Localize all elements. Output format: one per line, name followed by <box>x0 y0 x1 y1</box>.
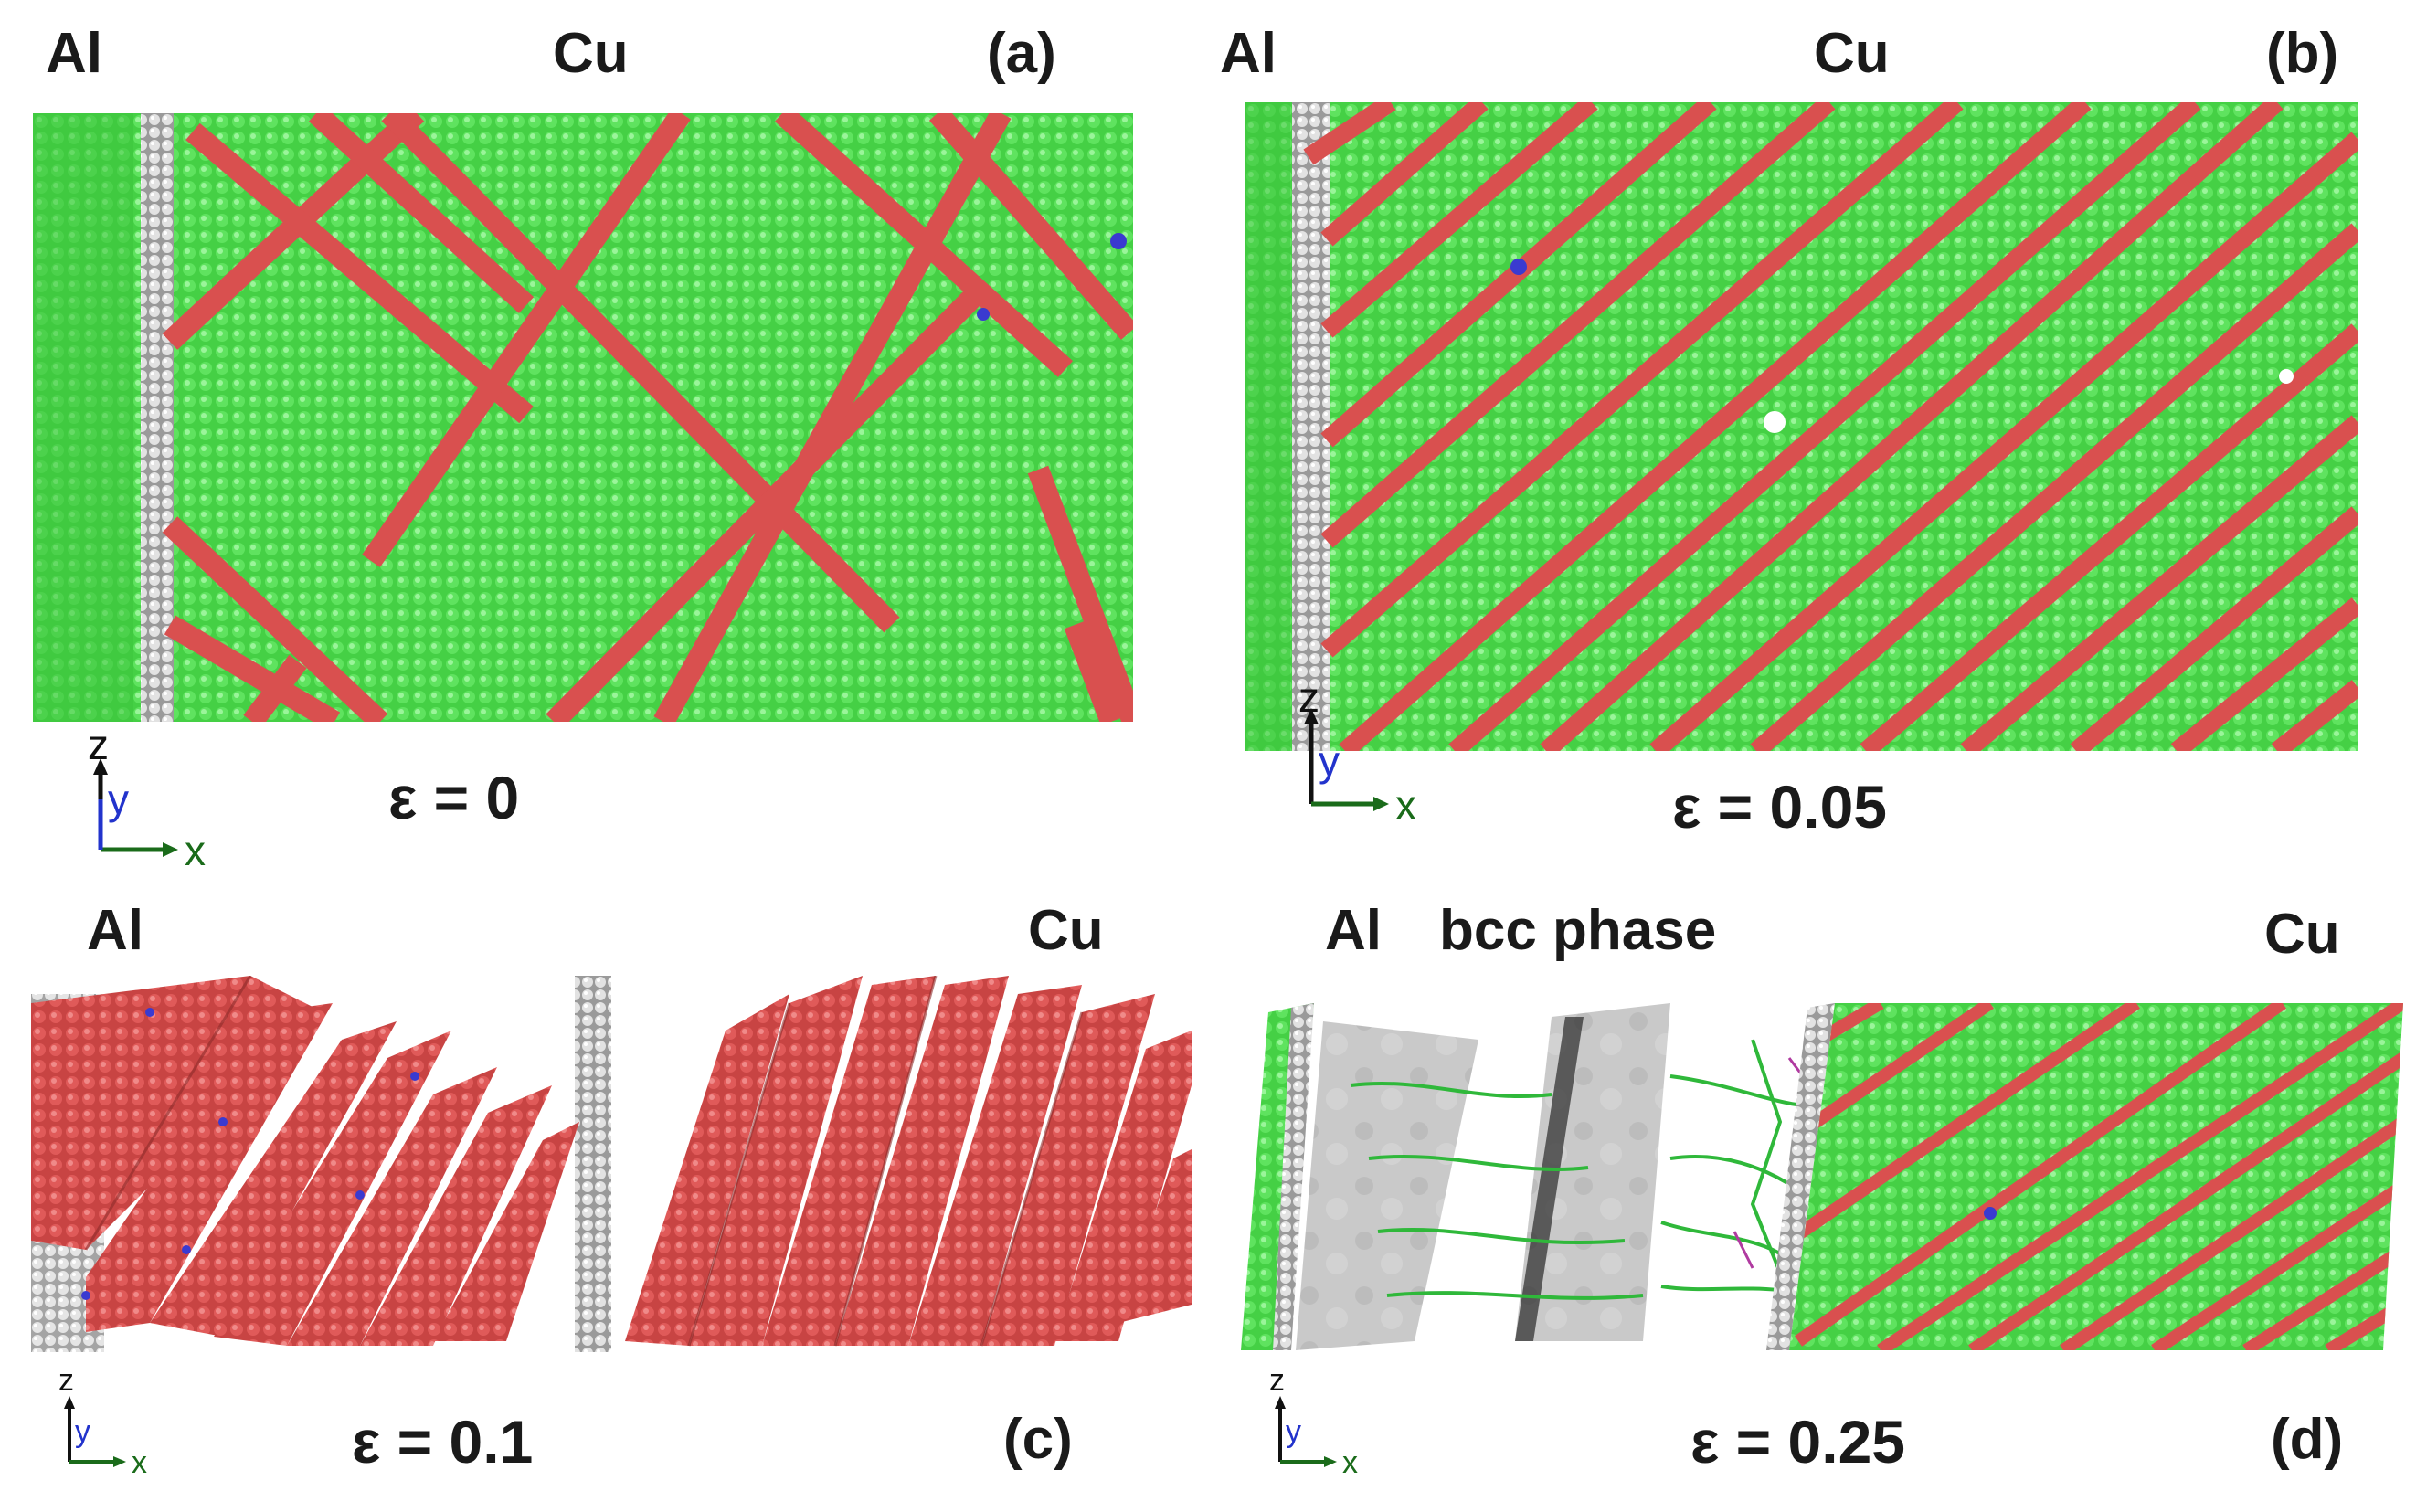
panel-b-atomistic-image <box>1245 102 2358 751</box>
panel-d-atomistic-image <box>1241 1003 2403 1350</box>
panel-a-al-label: Al <box>46 22 102 85</box>
panel-b-tag: (b) <box>2266 22 2339 85</box>
panel-c-axis-triad: z y x <box>55 1365 174 1480</box>
panel-c-axis-z: z <box>58 1363 74 1398</box>
panel-d-axis-triad: z y x <box>1266 1365 1384 1480</box>
panel-c-al-label: Al <box>87 899 143 962</box>
panel-d-axis-y: y <box>1286 1414 1301 1449</box>
panel-b-axis-x: x <box>1395 781 1416 829</box>
panel-d-bcc-label: bcc phase <box>1439 899 1717 962</box>
panel-b-strain: ε = 0.05 <box>1672 773 1887 841</box>
panel-d-tag: (d) <box>2271 1408 2344 1471</box>
panel-c-atomistic-image <box>31 976 1192 1352</box>
panel-a-atomistic-image <box>33 113 1133 722</box>
panel-b-axis-z: z <box>1298 673 1319 721</box>
panel-b-axis-y: y <box>1319 737 1340 785</box>
panel-a-strain: ε = 0 <box>388 764 520 831</box>
panel-b-axis-triad: z y x <box>1293 673 1457 826</box>
panel-a-axis-x: x <box>185 827 206 874</box>
panel-b-cu-label: Cu <box>1814 22 1890 85</box>
panel-c-axis-y: y <box>75 1414 90 1449</box>
panel-d-axis-z: z <box>1269 1363 1285 1398</box>
panel-d-cu-label: Cu <box>2264 903 2340 966</box>
panel-a-tag: (a) <box>987 22 1056 85</box>
panel-d-axis-x: x <box>1342 1445 1358 1480</box>
panel-c-tag: (c) <box>1003 1408 1073 1471</box>
panel-a-axis-z: z <box>88 721 109 768</box>
panel-c-cu-label: Cu <box>1028 899 1104 962</box>
panel-c-axis-x: x <box>132 1445 147 1480</box>
panel-b-al-label: Al <box>1220 22 1277 85</box>
panel-d-al-label: Al <box>1325 899 1382 962</box>
panel-a-cu-label: Cu <box>553 22 629 85</box>
panel-c-strain: ε = 0.1 <box>352 1408 534 1475</box>
panel-d-strain: ε = 0.25 <box>1690 1408 1905 1475</box>
panel-a-axis-y: y <box>108 776 129 823</box>
panel-a-axis-triad: z y x <box>82 724 247 872</box>
